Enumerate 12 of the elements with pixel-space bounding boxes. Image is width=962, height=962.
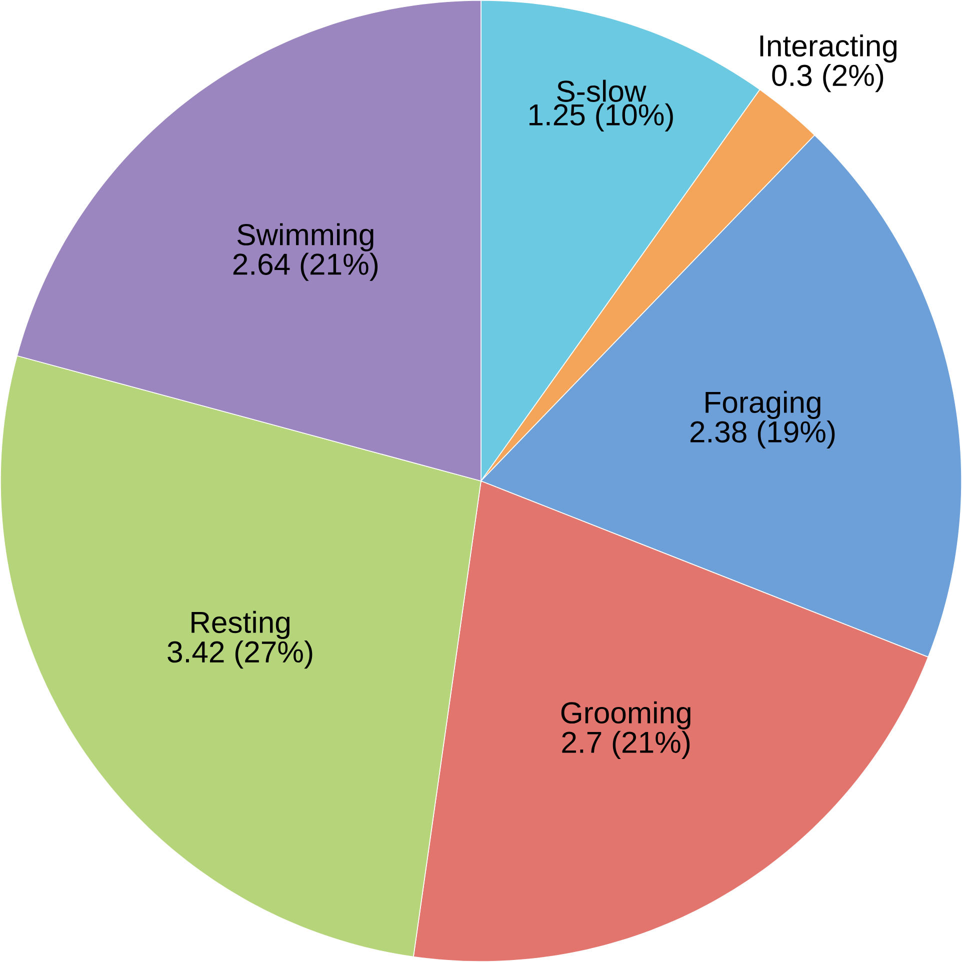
data-label: 1.25 (10%) xyxy=(530,103,673,132)
slice-label: S-slow xyxy=(557,80,646,102)
data-label: 2.7 (21%) xyxy=(562,730,690,759)
data-label: 3.42 (27%) xyxy=(168,640,312,669)
slice-label: Swimming xyxy=(237,223,374,252)
data-label: 2.38 (19%) xyxy=(690,420,835,449)
data-label: 0.3 (2%) xyxy=(772,64,884,92)
slice-label: Foraging xyxy=(706,390,820,420)
slice-label: Grooming xyxy=(561,701,690,730)
slice-label: Resting xyxy=(192,610,290,640)
slice-label: Interacting xyxy=(760,34,896,63)
data-label: 2.64 (21%) xyxy=(233,252,378,281)
